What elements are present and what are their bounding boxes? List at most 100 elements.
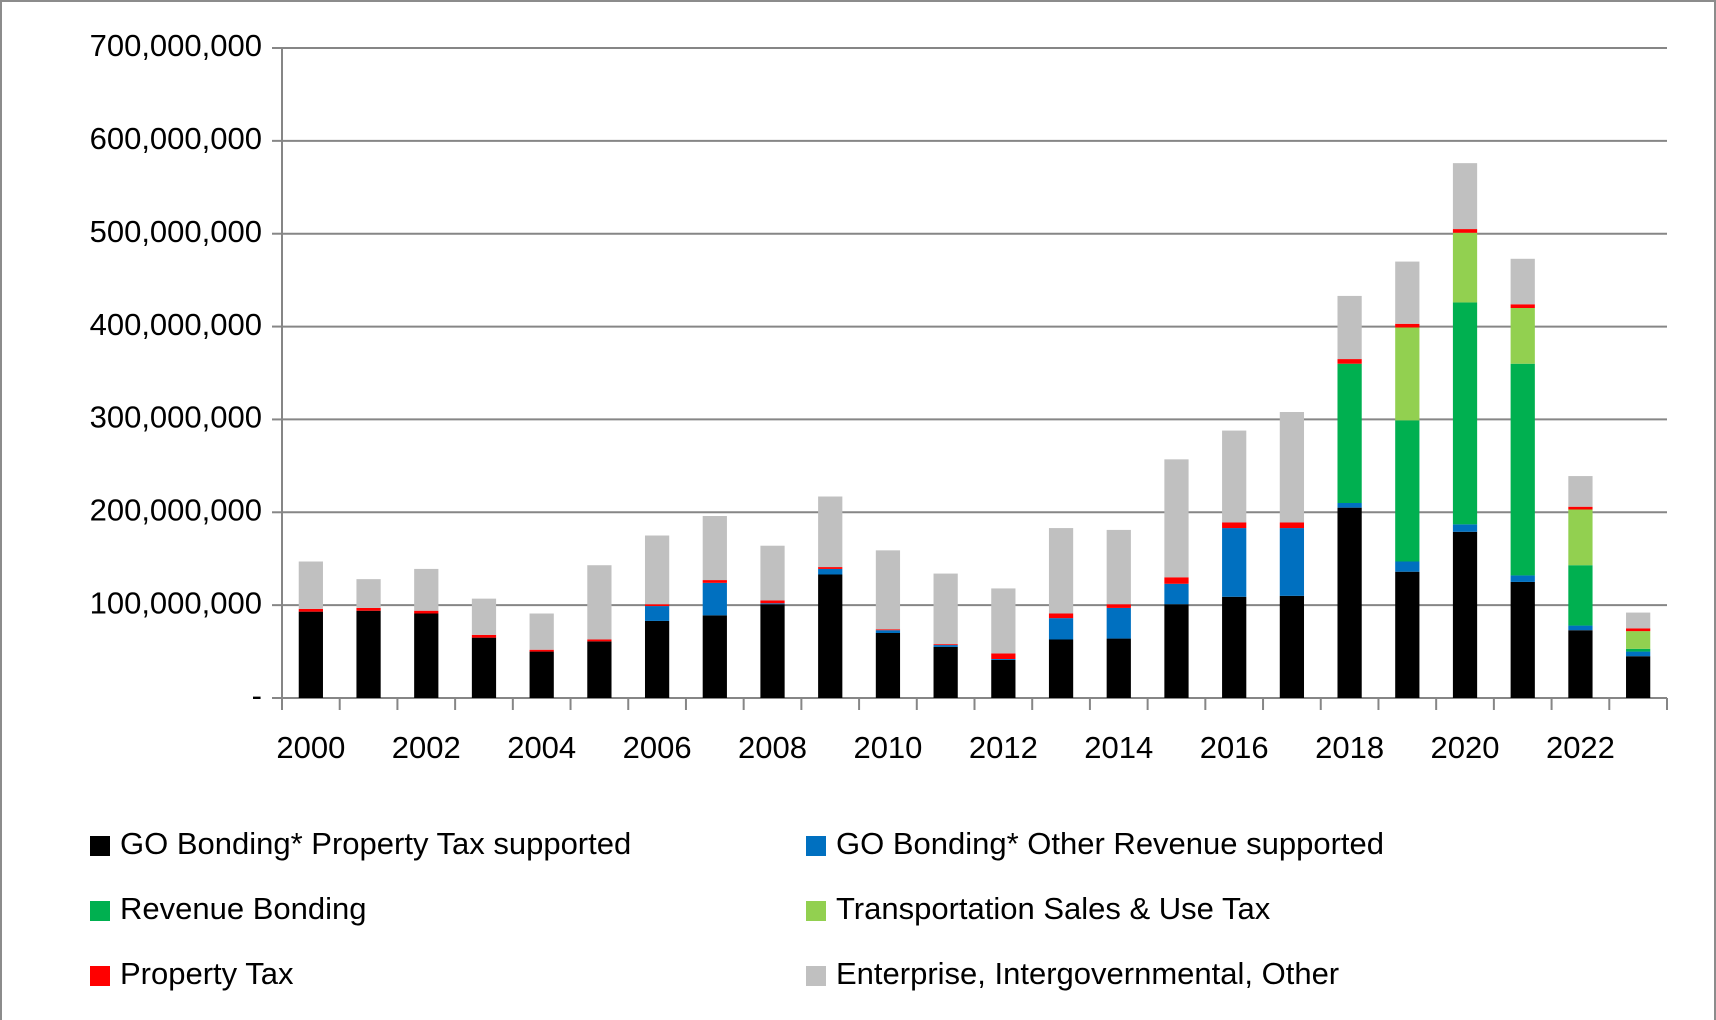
x-tick-label: 2012 — [969, 730, 1038, 765]
bar-segment — [933, 645, 958, 647]
bar-segment — [1222, 528, 1247, 597]
bar-segment — [1510, 258, 1535, 305]
y-tick-label: 300,000,000 — [90, 400, 262, 435]
bar-segment — [414, 610, 439, 614]
x-tick-label: 2020 — [1431, 730, 1500, 765]
legend-swatch — [806, 901, 826, 921]
bar-segment — [1395, 327, 1420, 421]
bar-segment — [1337, 507, 1362, 698]
bar-segment — [1510, 363, 1535, 576]
bar-segment — [702, 516, 727, 581]
y-tick-label: 600,000,000 — [90, 121, 262, 156]
bar-segment — [1568, 506, 1593, 510]
bar-segment — [414, 613, 439, 698]
bar-segment — [1279, 528, 1305, 596]
bar-segment — [1164, 583, 1189, 605]
bar-segment — [1106, 604, 1131, 608]
bar-segment — [1626, 651, 1651, 657]
legend-swatch — [90, 901, 110, 921]
legend-label: Enterprise, Intergovernmental, Other — [836, 956, 1339, 991]
bar-segment — [356, 579, 381, 608]
bar-segment — [414, 568, 439, 611]
bar-segment — [1222, 522, 1247, 529]
bar-segment — [1395, 561, 1420, 572]
bar-segment — [1337, 363, 1362, 503]
legend-swatch — [90, 836, 110, 856]
bar-segment — [760, 604, 785, 698]
bar-segment — [702, 580, 727, 583]
bar-segment — [356, 607, 381, 611]
y-tick-label: 200,000,000 — [90, 492, 262, 527]
bar-segment — [298, 608, 323, 612]
bar-segment — [1106, 607, 1131, 639]
bar-segment — [1452, 531, 1478, 698]
bar-segment — [1337, 359, 1362, 364]
bar-segment — [875, 550, 901, 630]
bar-segment — [1510, 575, 1535, 582]
bar-segment — [1452, 524, 1478, 532]
bar-segment — [1222, 596, 1247, 698]
bar-segment — [1048, 639, 1074, 698]
bar-segment — [1164, 459, 1189, 578]
bar-segment — [529, 651, 554, 698]
bar-segment — [1568, 565, 1593, 626]
y-tick-label: 500,000,000 — [90, 214, 262, 249]
bar-segment — [587, 641, 612, 698]
legend-label: Property Tax — [120, 956, 294, 991]
bar-segment — [1279, 595, 1305, 698]
bar-segment — [1568, 625, 1593, 631]
bar-segment — [991, 659, 1016, 698]
legend-label: GO Bonding* Property Tax supported — [120, 826, 631, 861]
bar-segment — [1164, 577, 1189, 584]
bar-segment — [1337, 295, 1362, 360]
bar-segment — [875, 630, 901, 633]
bar-segment — [1164, 604, 1189, 698]
bar-segment — [644, 535, 670, 605]
bar-segment — [1395, 323, 1420, 328]
bar-segment — [1395, 420, 1420, 562]
bar-segment — [702, 615, 727, 698]
bar-segment — [1626, 648, 1651, 652]
bar-segment — [818, 568, 843, 575]
bar-segment — [471, 637, 497, 698]
bar-segment — [587, 565, 612, 640]
legend-swatch — [90, 966, 110, 986]
bar-segment — [1395, 571, 1420, 698]
x-tick-label: 2016 — [1200, 730, 1269, 765]
bar-segment — [529, 613, 554, 650]
bar-segment — [1626, 656, 1651, 698]
bar-segment — [760, 545, 785, 601]
bar-segment — [702, 582, 727, 616]
bar-segment — [1279, 412, 1305, 523]
bar-segment — [1452, 232, 1478, 303]
bar-segment — [1395, 261, 1420, 324]
bar-segment — [1510, 304, 1535, 308]
y-tick-label: 700,000,000 — [90, 28, 262, 63]
bar-segment — [818, 567, 843, 569]
bar-segment — [1568, 476, 1593, 507]
x-tick-label: 2008 — [738, 730, 807, 765]
y-tick-label: 400,000,000 — [90, 307, 262, 342]
legend-label: GO Bonding* Other Revenue supported — [836, 826, 1384, 861]
x-tick-label: 2004 — [507, 730, 576, 765]
bar-segment — [991, 659, 1016, 660]
x-tick-label: 2022 — [1546, 730, 1615, 765]
bar-segment — [875, 633, 901, 698]
legend-label: Revenue Bonding — [120, 891, 366, 926]
bar-segment — [991, 653, 1016, 659]
bar-segment — [933, 573, 958, 645]
bar-segment — [1048, 528, 1074, 614]
bar-segment — [760, 600, 785, 604]
bar-segment — [875, 629, 901, 631]
bar-segment — [644, 606, 670, 621]
bar-segment — [1626, 631, 1651, 649]
y-tick-label: 100,000,000 — [90, 585, 262, 620]
bar-segment — [933, 646, 958, 698]
bar-segment — [818, 574, 843, 698]
bar-segment — [1222, 430, 1247, 523]
bar-segment — [1510, 581, 1535, 698]
bar-segment — [644, 620, 670, 698]
bar-segment — [529, 649, 554, 652]
